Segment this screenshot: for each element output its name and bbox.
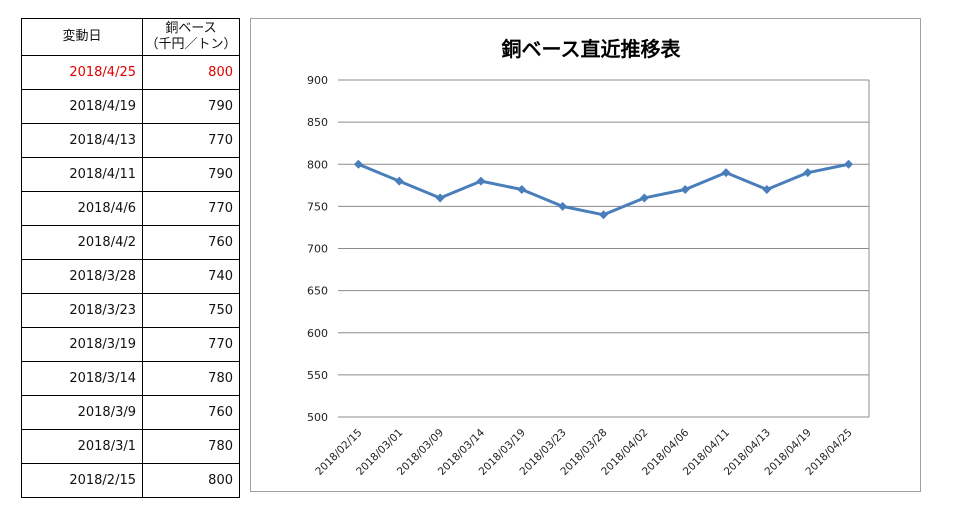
data-point-marker <box>803 168 813 178</box>
table-row: 2018/3/9 760 <box>21 395 240 430</box>
gridlines <box>338 79 870 418</box>
y-tick-label: 700 <box>307 243 328 256</box>
data-point-marker <box>844 159 854 169</box>
y-tick-label: 650 <box>307 285 328 298</box>
row-price: 770 <box>142 123 240 158</box>
row-price: 760 <box>142 395 240 430</box>
row-price: 750 <box>142 293 240 328</box>
header-price-line1: 銅ベース <box>165 21 217 36</box>
data-point-marker <box>599 210 608 220</box>
header-date: 変動日 <box>21 18 143 56</box>
row-date: 2018/4/25 <box>21 55 143 90</box>
data-point-marker <box>394 176 404 186</box>
series-markers <box>353 159 854 220</box>
row-date: 2018/4/6 <box>21 191 143 226</box>
data-point-marker <box>762 185 772 195</box>
row-price: 780 <box>142 361 240 396</box>
table-row: 2018/3/19 770 <box>21 327 240 362</box>
table-row: 2018/4/11 790 <box>21 157 240 192</box>
series-line-path <box>357 162 849 217</box>
row-date: 2018/4/11 <box>21 157 143 192</box>
table-header-row: 変動日 銅ベース （千円／トン） <box>21 18 240 56</box>
data-point-marker <box>639 193 649 203</box>
data-point-marker <box>353 159 363 169</box>
row-date: 2018/4/13 <box>21 123 143 158</box>
row-date: 2018/3/14 <box>21 361 143 396</box>
data-point-marker <box>517 185 527 195</box>
row-date: 2018/4/19 <box>21 89 143 124</box>
table-row: 2018/4/25 800 <box>21 55 240 90</box>
table-row: 2018/4/6 770 <box>21 191 240 226</box>
row-price: 780 <box>142 429 240 464</box>
chart-frame: 銅ベース直近推移表 500 550 600 650 700 750 800 850 900 20… <box>250 18 921 492</box>
header-price-line2: （千円／トン） <box>145 37 237 52</box>
y-axis-ticks: 500 550 600 650 700 750 800 850 900 <box>307 74 328 424</box>
header-price: 銅ベース （千円／トン） <box>142 18 240 56</box>
row-price: 740 <box>142 259 240 294</box>
row-date: 2018/3/19 <box>21 327 143 362</box>
row-price: 760 <box>142 225 240 260</box>
table-row: 2018/4/2 760 <box>21 225 240 260</box>
data-point-marker <box>680 185 690 195</box>
table-row: 2018/3/1 780 <box>21 429 240 464</box>
row-date: 2018/4/2 <box>21 225 143 260</box>
y-tick-label: 850 <box>307 116 328 129</box>
line-chart: 銅ベース直近推移表 500 550 600 650 700 750 800 850 900 20… <box>307 37 870 478</box>
y-tick-label: 600 <box>307 327 328 340</box>
table-row: 2018/2/15 800 <box>21 463 240 498</box>
series-line <box>357 162 849 217</box>
row-date: 2018/3/28 <box>21 259 143 294</box>
y-tick-label: 500 <box>307 411 328 424</box>
price-table: 変動日 銅ベース （千円／トン） 2018/4/25 800 2018/4/19 79… <box>21 18 240 498</box>
y-tick-label: 550 <box>307 369 328 382</box>
y-tick-label: 800 <box>307 158 328 171</box>
row-date: 2018/3/9 <box>21 395 143 430</box>
data-point-marker <box>721 168 731 178</box>
row-price: 800 <box>142 463 240 498</box>
row-price: 770 <box>142 191 240 226</box>
chart-title: 銅ベース直近推移表 <box>502 37 682 61</box>
row-price: 790 <box>142 89 240 124</box>
row-date: 2018/3/23 <box>21 293 143 328</box>
data-point-marker <box>558 201 568 211</box>
table-row: 2018/3/28 740 <box>21 259 240 294</box>
table-row: 2018/3/14 780 <box>21 361 240 396</box>
data-point-marker <box>435 193 445 203</box>
y-tick-label: 750 <box>307 200 328 213</box>
table-row: 2018/4/19 790 <box>21 89 240 124</box>
data-point-marker <box>476 176 486 186</box>
table-row: 2018/4/13 770 <box>21 123 240 158</box>
y-tick-label: 900 <box>307 74 328 87</box>
row-price: 770 <box>142 327 240 362</box>
row-date: 2018/2/15 <box>21 463 143 498</box>
table-row: 2018/3/23 750 <box>21 293 240 328</box>
row-date: 2018/3/1 <box>21 429 143 464</box>
row-price: 800 <box>142 55 240 90</box>
x-axis-ticks: 2018/02/152018/03/012018/03/092018/03/14… <box>313 426 854 478</box>
row-price: 790 <box>142 157 240 192</box>
